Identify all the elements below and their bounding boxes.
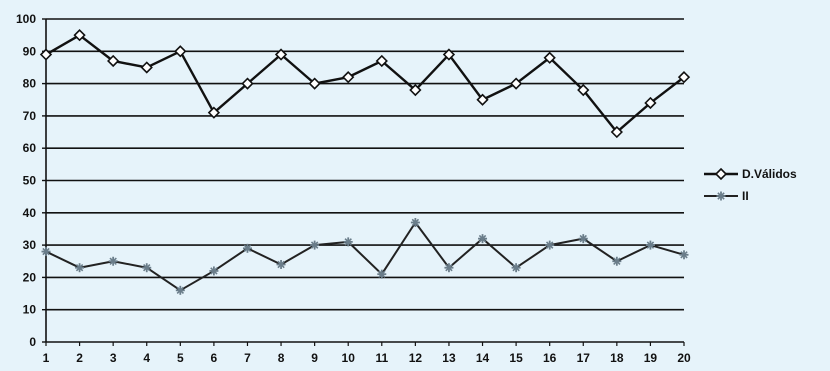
x-tick-label: 12 [409,351,423,365]
data-point-diamond [714,167,728,181]
data-point-star [612,256,622,266]
x-tick-label: 5 [177,351,184,365]
x-tick-label: 9 [311,351,318,365]
x-tick-label: 14 [476,351,490,365]
series-ii [41,217,689,295]
data-point-star [343,237,353,247]
data-point-star [41,247,51,257]
data-point-diamond [308,77,321,90]
y-tick-label: 10 [23,303,37,317]
data-point-diamond [543,51,556,64]
x-tick-label: 17 [577,351,591,365]
data-point-star [75,263,85,273]
x-tick-label: 11 [375,351,388,365]
x-tick-label: 20 [677,351,691,365]
x-tick-label: 19 [644,351,658,365]
y-tick-label: 90 [23,44,37,58]
data-point-diamond [241,77,254,90]
legend-entry: D.Válidos [704,167,797,181]
y-tick-label: 50 [23,174,37,188]
data-point-diamond [342,71,355,84]
y-tick-label: 0 [29,335,36,349]
data-point-star [242,243,252,253]
y-tick-label: 60 [23,141,37,155]
x-tick-label: 4 [143,351,150,365]
x-tick-label: 18 [610,351,624,365]
data-point-star [209,266,219,276]
y-tick-label: 30 [23,238,37,252]
data-point-diamond [677,71,691,84]
x-tick-label: 8 [278,351,285,365]
data-point-diamond [442,48,456,61]
data-point-diamond [644,96,657,110]
data-point-diamond [409,83,422,97]
y-tick-label: 80 [23,77,37,91]
series-layer [39,29,691,295]
y-tick-label: 100 [16,12,36,26]
y-tick-label: 70 [23,109,37,123]
data-point-star [511,263,521,273]
data-point-diamond [476,93,489,106]
data-point-star [276,259,286,269]
data-point-star [377,269,387,279]
x-tick-label: 10 [342,351,356,365]
x-tick-label: 16 [543,351,557,365]
data-point-diamond [174,45,187,58]
data-point-star [108,256,118,266]
data-point-star [310,240,320,250]
data-point-diamond [140,61,153,74]
data-point-star [410,217,420,227]
legend: D.Válidos II [704,167,797,203]
data-point-diamond [610,125,623,139]
data-point-star [679,250,689,260]
x-tick-label: 3 [110,351,117,365]
axes [42,18,685,346]
y-tick-label: 20 [23,270,37,284]
data-point-diamond [375,54,388,68]
x-tick-label: 6 [211,351,218,365]
x-tick-label: 2 [76,351,83,365]
data-point-star [175,285,185,295]
data-point-star [645,240,655,250]
series-line [45,33,685,134]
data-point-star [716,191,726,201]
series-d-validos [39,29,691,139]
data-point-star [444,263,454,273]
data-point-star [545,240,555,250]
series-line [45,221,685,292]
data-point-star [142,263,152,273]
x-tick-label: 1 [43,351,50,365]
legend-label: II [742,189,749,203]
data-point-diamond [509,77,523,90]
data-point-star [478,234,488,244]
x-tick-label: 15 [509,351,523,365]
x-tick-label: 7 [244,351,251,365]
x-axis-tick-labels: 1 2 3 4 5 6 7 8 9 10 11 12 13 14 15 16 17 18 19 20 [43,351,691,365]
data-point-diamond [73,29,86,42]
data-point-diamond [39,48,53,61]
x-tick-label: 13 [442,351,456,365]
legend-entry: II [704,189,749,203]
data-point-diamond [274,48,288,61]
y-axis-tick-labels: 0 10 20 30 40 50 60 70 80 90 100 [16,12,36,349]
data-point-diamond [577,83,590,97]
data-point-diamond [107,54,120,68]
data-point-diamond [207,106,221,119]
legend-label: D.Válidos [742,167,797,181]
data-point-star [578,234,588,244]
gridlines [46,18,684,311]
y-tick-label: 40 [23,206,37,220]
